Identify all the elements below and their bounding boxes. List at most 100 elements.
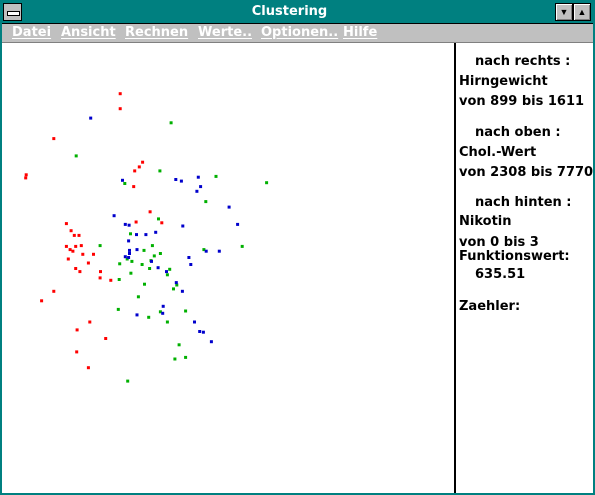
scatter-point-s0-22 bbox=[92, 253, 95, 256]
scatter-point-s0-34 bbox=[104, 337, 107, 340]
scatter-point-s1-2 bbox=[158, 169, 161, 172]
scatter-point-s1-11 bbox=[143, 249, 146, 252]
scatter-point-s2-6 bbox=[195, 190, 198, 193]
scatter-point-s1-1 bbox=[75, 154, 78, 157]
menu-werte[interactable]: Werte.. bbox=[198, 25, 252, 40]
scatter-point-s0-19 bbox=[69, 248, 72, 251]
scatter-point-s0-3 bbox=[141, 161, 144, 164]
scatter-point-s1-22 bbox=[168, 268, 171, 271]
scatter-point-s0-0 bbox=[119, 92, 122, 95]
scatter-point-s0-35 bbox=[75, 350, 78, 353]
scatter-point-s2-16 bbox=[127, 239, 130, 242]
scatter-point-s2-35 bbox=[198, 330, 201, 333]
function-value: 635.51 bbox=[475, 267, 525, 282]
scatter-point-s1-28 bbox=[172, 287, 175, 290]
scatter-point-s2-28 bbox=[165, 270, 168, 273]
menu-rechnen[interactable]: Rechnen bbox=[125, 25, 188, 40]
y-axis-range: von 2308 bis 7770 bbox=[459, 165, 593, 180]
scatter-point-s2-9 bbox=[181, 225, 184, 228]
scatter-point-s0-1 bbox=[119, 107, 122, 110]
scatter-point-s1-21 bbox=[148, 267, 151, 270]
scatter-point-s2-19 bbox=[205, 250, 208, 253]
scatter-point-s0-29 bbox=[109, 279, 112, 282]
scatter-point-s1-34 bbox=[166, 321, 169, 324]
scatter-point-s1-35 bbox=[178, 343, 181, 346]
scatter-point-s1-29 bbox=[137, 295, 140, 298]
scatter-point-s2-4 bbox=[180, 180, 183, 183]
scatter-point-s1-38 bbox=[126, 380, 129, 383]
scatter-point-s1-37 bbox=[184, 356, 187, 359]
scatter-point-s2-22 bbox=[124, 255, 127, 258]
counter-label: Zaehler: bbox=[459, 299, 520, 314]
x-axis-variable: Hirngewicht bbox=[459, 74, 548, 89]
scatter-point-s2-34 bbox=[193, 321, 196, 324]
scatter-point-s0-18 bbox=[80, 244, 83, 247]
window-title: Clustering bbox=[26, 4, 553, 19]
scatter-point-s2-2 bbox=[174, 178, 177, 181]
scatter-point-s1-9 bbox=[99, 244, 102, 247]
scatter-point-s2-1 bbox=[197, 176, 200, 179]
z-axis-range: von 0 bis 3 bbox=[459, 235, 539, 250]
scatter-point-s0-7 bbox=[24, 176, 27, 179]
scatter-point-s2-30 bbox=[181, 290, 184, 293]
scatter-point-s1-19 bbox=[141, 263, 144, 266]
scatter-point-s1-3 bbox=[215, 175, 218, 178]
scatter-point-s0-24 bbox=[87, 262, 90, 265]
scatter-point-s2-11 bbox=[124, 223, 127, 226]
x-axis-range: von 899 bis 1611 bbox=[459, 94, 584, 109]
title-bar: Clustering ▼ ▲ bbox=[2, 2, 593, 24]
menu-datei[interactable]: Datei bbox=[12, 25, 51, 40]
scatter-point-s0-30 bbox=[52, 290, 55, 293]
scatter-point-s0-25 bbox=[74, 267, 77, 270]
scatter-point-s0-28 bbox=[99, 276, 102, 279]
scatter-point-s0-14 bbox=[73, 234, 76, 237]
y-axis-header: nach oben : bbox=[475, 125, 561, 140]
menu-optionen[interactable]: Optionen.. bbox=[261, 25, 338, 40]
scatter-point-s2-10 bbox=[236, 223, 239, 226]
scatter-point-s2-14 bbox=[135, 233, 138, 236]
menu-ansicht[interactable]: Ansicht bbox=[61, 25, 116, 40]
z-axis-header: nach hinten : bbox=[475, 195, 572, 210]
maximize-button[interactable]: ▲ bbox=[573, 3, 591, 21]
scatter-point-s1-25 bbox=[118, 278, 121, 281]
scatter-plot-area[interactable] bbox=[2, 43, 454, 493]
scatter-point-s0-31 bbox=[40, 299, 43, 302]
scatter-point-s2-20 bbox=[218, 250, 221, 253]
scatter-point-s2-3 bbox=[121, 179, 124, 182]
scatter-point-s0-11 bbox=[135, 221, 138, 224]
scatter-point-s1-33 bbox=[147, 316, 150, 319]
scatter-point-s1-23 bbox=[166, 273, 169, 276]
scatter-point-s0-12 bbox=[160, 221, 163, 224]
scatter-point-s1-24 bbox=[129, 272, 132, 275]
scatter-point-s0-15 bbox=[78, 234, 81, 237]
scatter-point-s0-21 bbox=[81, 253, 84, 256]
scatter-point-s0-23 bbox=[67, 258, 70, 261]
scatter-point-s2-7 bbox=[228, 206, 231, 209]
scatter-point-s1-5 bbox=[123, 182, 126, 185]
minimize-button[interactable]: ▼ bbox=[555, 3, 573, 21]
scatter-point-s0-20 bbox=[71, 250, 74, 253]
scatter-point-s1-4 bbox=[265, 181, 268, 184]
scatter-point-s2-0 bbox=[89, 117, 92, 120]
scatter-point-s1-15 bbox=[153, 254, 156, 257]
scatter-point-s1-36 bbox=[173, 358, 176, 361]
function-value-label: Funktionswert: bbox=[459, 249, 570, 264]
window-menu-icon[interactable] bbox=[3, 3, 22, 21]
z-axis-variable: Nikotin bbox=[459, 214, 512, 229]
menu-hilfe[interactable]: Hilfe bbox=[343, 25, 377, 40]
scatter-point-s2-26 bbox=[189, 263, 192, 266]
scatter-point-s0-13 bbox=[70, 229, 73, 232]
scatter-point-s1-10 bbox=[151, 244, 154, 247]
scatter-point-s0-4 bbox=[138, 165, 141, 168]
scatter-point-s1-18 bbox=[130, 260, 133, 263]
scatter-point-s1-32 bbox=[184, 310, 187, 313]
scatter-point-s2-37 bbox=[210, 340, 213, 343]
scatter-point-s2-21 bbox=[128, 252, 131, 255]
scatter-point-s0-9 bbox=[149, 210, 152, 213]
scatter-point-s2-18 bbox=[136, 248, 139, 251]
scatter-point-s2-24 bbox=[187, 256, 190, 259]
scatter-point-s2-33 bbox=[136, 313, 139, 316]
scatter-point-s2-25 bbox=[150, 260, 153, 263]
y-axis-variable: Chol.-Wert bbox=[459, 145, 536, 160]
